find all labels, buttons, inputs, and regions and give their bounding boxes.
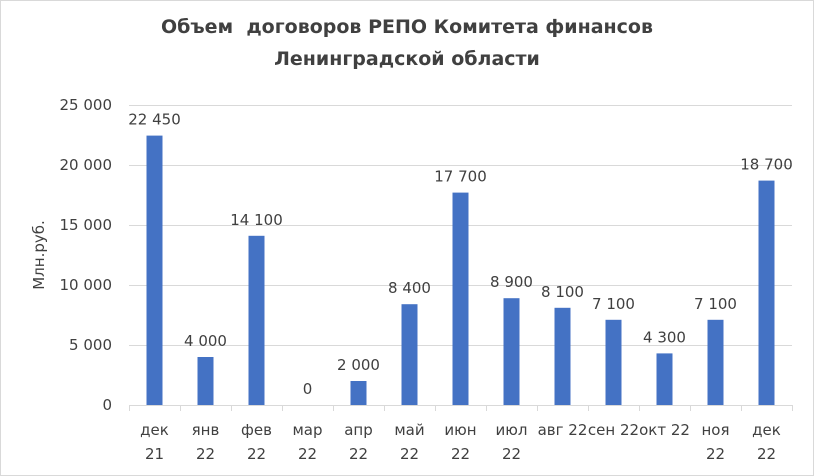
data-label: 7 100 <box>592 295 635 313</box>
bar <box>656 353 673 405</box>
x-tick-label: сен 22 <box>588 421 639 439</box>
y-tick-label: 20 000 <box>60 156 113 174</box>
x-tick-label: май <box>394 421 424 439</box>
y-axis-title: Млн.руб. <box>30 220 48 290</box>
x-tick-label: дек <box>140 421 169 439</box>
y-tick-label: 15 000 <box>60 216 113 234</box>
bar <box>758 180 775 405</box>
chart-title-line-1: Объем договоров РЕПО Комитета финансов <box>160 16 653 38</box>
data-label: 18 700 <box>740 156 793 174</box>
data-label: 8 100 <box>541 283 584 301</box>
x-tick-label: 22 <box>400 445 419 463</box>
x-tick-label: мар <box>292 421 322 439</box>
y-tick-label: 25 000 <box>60 96 113 114</box>
bar <box>146 135 163 405</box>
x-tick-label: апр <box>344 421 373 439</box>
x-tick-label: июн <box>444 421 476 439</box>
x-tick-label: 22 <box>196 445 215 463</box>
data-label: 14 100 <box>230 211 283 229</box>
data-label: 8 900 <box>490 273 533 291</box>
x-tick-label: июл <box>496 421 528 439</box>
x-tick-label: 22 <box>706 445 725 463</box>
x-tick-label: дек <box>752 421 781 439</box>
bar <box>452 192 469 405</box>
bar <box>350 381 367 405</box>
data-label: 22 450 <box>128 111 181 129</box>
x-tick-label: ноя <box>701 421 729 439</box>
bars <box>146 135 775 405</box>
data-label: 0 <box>303 380 313 398</box>
x-axis-ticks: дек 21 янв 22 фев 22 мар 22 апр 22 май 22 июн 22 июл 22… <box>140 421 781 463</box>
data-label: 4 000 <box>184 332 227 350</box>
bar <box>503 298 520 405</box>
data-label: 17 700 <box>434 168 487 186</box>
bar <box>197 357 214 405</box>
data-label: 4 300 <box>643 328 686 346</box>
y-tick-label: 5 000 <box>69 336 112 354</box>
y-tick-label: 10 000 <box>60 276 113 294</box>
bar <box>605 319 622 405</box>
y-tick-label: 0 <box>102 396 112 414</box>
x-tick-label: 22 <box>757 445 776 463</box>
x-tick-label: янв <box>192 421 220 439</box>
bar <box>554 307 571 405</box>
bar <box>707 319 724 405</box>
data-label: 7 100 <box>694 295 737 313</box>
y-axis-ticks: 0 5 000 10 000 15 000 20 000 25 000 <box>60 96 113 414</box>
x-tick-label: 22 <box>298 445 317 463</box>
data-label: 8 400 <box>388 279 431 297</box>
x-tick-label: 22 <box>451 445 470 463</box>
data-label: 2 000 <box>337 356 380 374</box>
chart-title: Объем договоров РЕПО Комитета финансов Л… <box>1 11 813 75</box>
bar <box>248 235 265 405</box>
x-tick-label: окт 22 <box>639 421 690 439</box>
x-tick-label: 22 <box>502 445 521 463</box>
x-tick-label: 21 <box>145 445 164 463</box>
data-labels: 22 450 4 000 14 100 0 2 000 8 400 17 700 8 900 8… <box>128 111 793 398</box>
bar <box>401 304 418 405</box>
chart-title-line-2: Ленинградской области <box>274 48 540 70</box>
x-tick-label: 22 <box>349 445 368 463</box>
x-tick-label: авг 22 <box>538 421 588 439</box>
x-tick-label: 22 <box>247 445 266 463</box>
x-tick-label: фев <box>241 421 272 439</box>
